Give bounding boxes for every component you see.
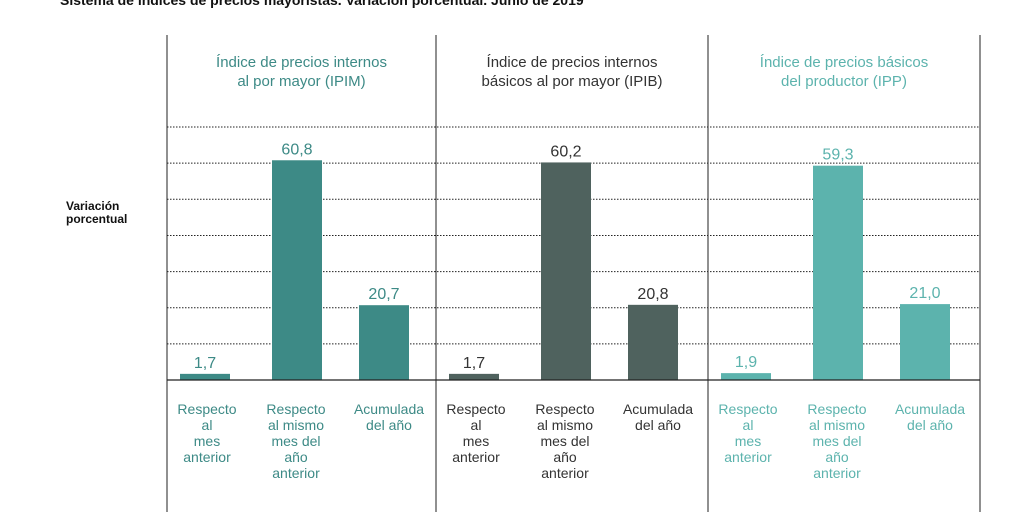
category-label-line: Respecto — [535, 401, 594, 417]
data-label: 60,8 — [281, 141, 312, 158]
category-label-line: mes del — [271, 433, 320, 449]
category-label-line: anterior — [541, 465, 589, 481]
bar — [180, 373, 230, 380]
data-label: 20,8 — [637, 286, 668, 303]
bar — [449, 373, 499, 380]
panel-title-line: al por mayor (IPIM) — [237, 73, 365, 90]
category-label-line: mes — [194, 433, 220, 449]
category-label-line: Respecto — [177, 401, 236, 417]
category-label-line: al — [202, 417, 213, 433]
category-label-line: anterior — [813, 465, 861, 481]
category-label-line: del año — [635, 417, 681, 433]
category-label-line: del año — [366, 417, 412, 433]
category-label-line: anterior — [452, 449, 500, 465]
category-label-line: anterior — [724, 449, 772, 465]
category-label-line: año — [825, 449, 849, 465]
data-label: 59,3 — [822, 147, 853, 164]
y-axis-label: Variación porcentual — [66, 200, 127, 226]
category-label-line: anterior — [183, 449, 231, 465]
chart-title: Sistema de índices de precios mayoristas… — [60, 0, 584, 8]
category-label-line: mes del — [812, 433, 861, 449]
category-label-line: Respecto — [807, 401, 866, 417]
bar — [900, 304, 950, 380]
data-label: 1,7 — [463, 355, 485, 372]
data-label: 21,0 — [909, 285, 940, 302]
category-label-line: al mismo — [537, 417, 593, 433]
panel-title-line: Índice de precios internos — [216, 54, 387, 71]
bar — [721, 373, 771, 380]
category-label-line: mes — [463, 433, 489, 449]
category-label-line: anterior — [272, 465, 320, 481]
bar — [541, 162, 591, 380]
category-label-line: año — [284, 449, 308, 465]
category-label-line: Respecto — [718, 401, 777, 417]
bar — [813, 165, 863, 380]
category-label-line: Respecto — [446, 401, 505, 417]
y-axis-label-line-1: Variación — [66, 199, 120, 213]
data-label: 20,7 — [368, 286, 399, 303]
panel-title-line: Índice de precios básicos — [760, 54, 928, 71]
category-label-line: Acumulada — [354, 401, 424, 417]
category-label-line: Acumulada — [623, 401, 693, 417]
panel-title-line: del productor (IPP) — [781, 73, 907, 90]
category-label-line: al — [743, 417, 754, 433]
category-label-line: mes del — [540, 433, 589, 449]
category-label-line: Acumulada — [895, 401, 965, 417]
bar — [628, 304, 678, 380]
category-label-line: año — [553, 449, 577, 465]
category-label-line: al mismo — [268, 417, 324, 433]
bar — [272, 160, 322, 380]
category-label-line: del año — [907, 417, 953, 433]
data-label: 60,2 — [550, 143, 581, 160]
y-axis-label-line-2: porcentual — [66, 212, 128, 226]
category-label-line: al mismo — [809, 417, 865, 433]
category-label-line: Respecto — [266, 401, 325, 417]
panel-title-line: básicos al por mayor (IPIB) — [482, 73, 663, 90]
data-label: 1,7 — [194, 355, 216, 372]
bar — [359, 305, 409, 380]
category-label-line: mes — [735, 433, 761, 449]
panel-title-line: Índice de precios internos — [487, 54, 658, 71]
category-label-line: al — [471, 417, 482, 433]
data-label: 1,9 — [735, 354, 757, 371]
